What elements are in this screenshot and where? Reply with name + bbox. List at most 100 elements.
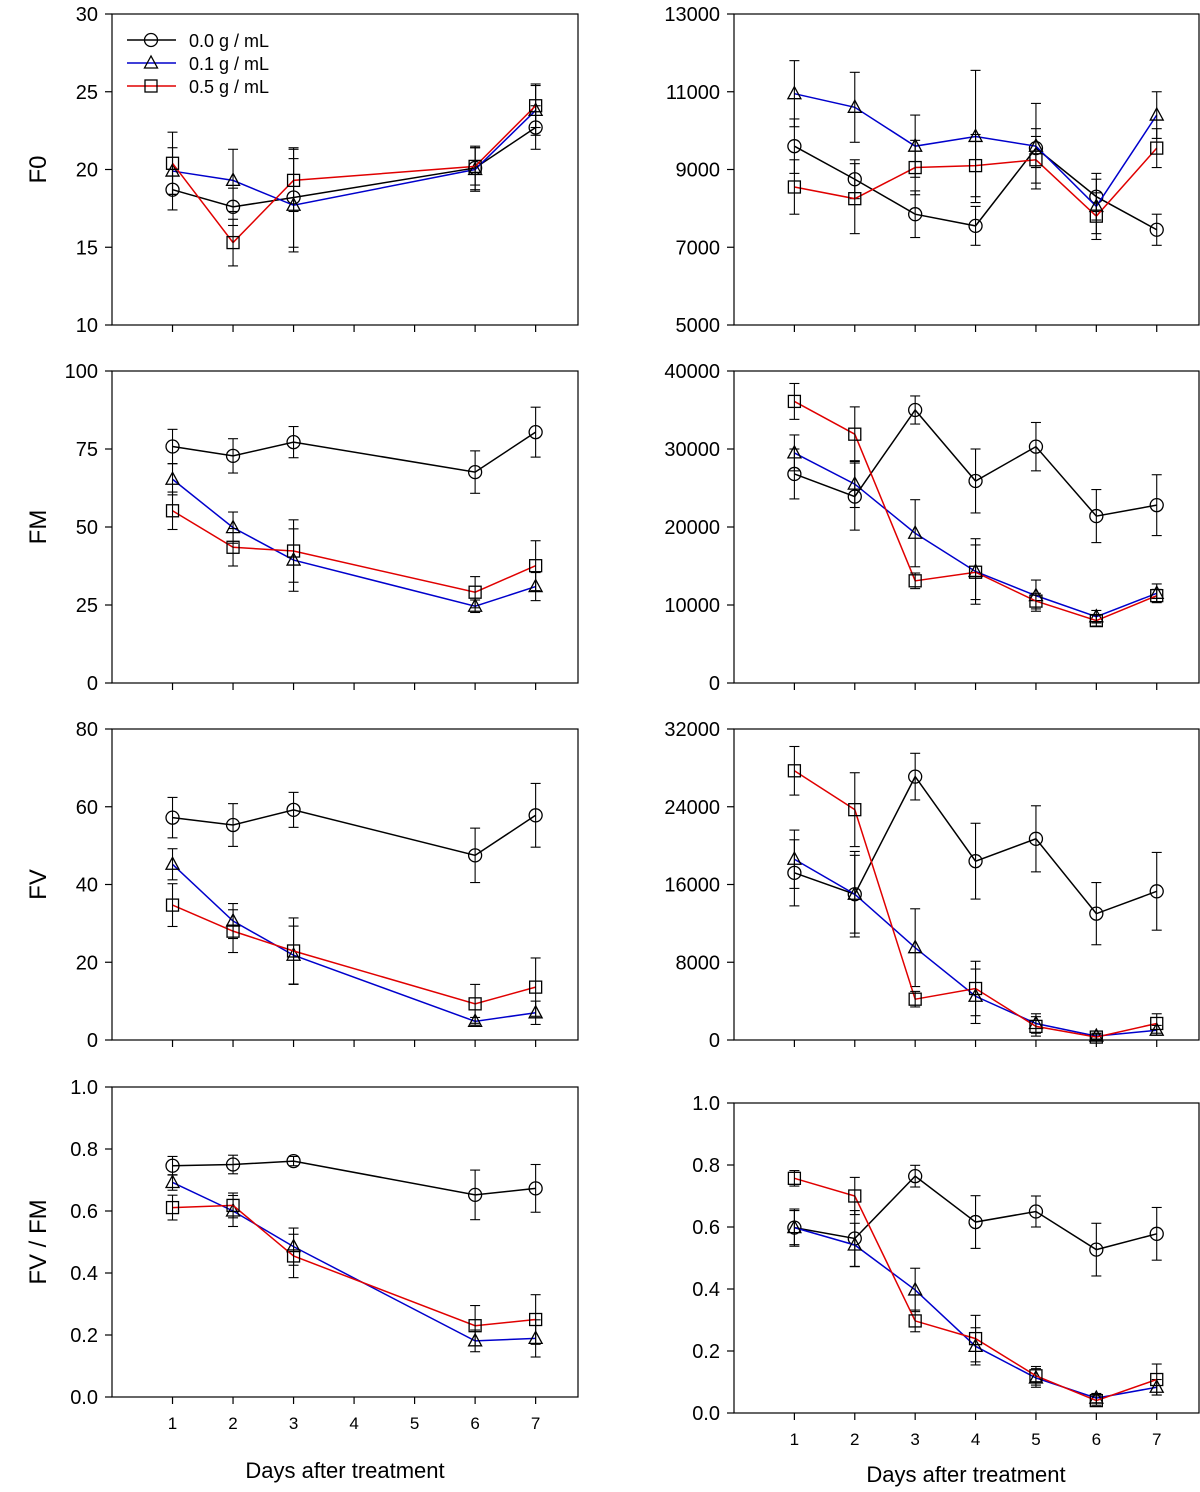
series-triangle: [164, 848, 544, 1027]
x-tick-label: 6: [1092, 1430, 1101, 1449]
data-point-circle: [225, 448, 241, 464]
panel-left-2: 0 25 50 75 100 FM: [25, 361, 579, 695]
data-point-square: [286, 173, 301, 188]
y-tick-label: 0.4: [692, 1279, 720, 1301]
data-point-square: [848, 192, 862, 206]
series-triangle: [164, 1174, 544, 1358]
data-point-square: [1150, 141, 1164, 155]
plot-frame: [111, 13, 579, 326]
data-point-triangle: [164, 1174, 181, 1189]
data-point-triangle: [847, 98, 863, 113]
panel-right-3: 0 8000 16000 24000 32000: [664, 719, 1200, 1052]
data-point-square: [908, 1314, 922, 1328]
y-tick-label: 20: [76, 160, 98, 182]
data-point-square: [528, 980, 543, 994]
data-point-circle: [908, 769, 923, 784]
data-point-circle: [467, 1187, 483, 1203]
data-point-square: [848, 427, 862, 441]
data-point-circle: [528, 808, 543, 823]
data-point-triangle: [164, 470, 181, 485]
data-point-triangle: [907, 524, 923, 539]
series-line: [172, 809, 537, 857]
data-point-square: [1029, 1019, 1043, 1034]
data-point-square: [787, 394, 802, 409]
data-point-square: [468, 159, 482, 174]
series-circle: [165, 782, 543, 884]
x-tick-label: 5: [410, 1414, 419, 1433]
data-point-square: [848, 1189, 862, 1203]
y-tick-label: 9000: [676, 160, 721, 182]
series-circle: [165, 105, 543, 248]
x-tick-label: 3: [289, 1414, 298, 1433]
data-point-circle: [165, 810, 180, 825]
y-tick-label: 15: [76, 237, 98, 259]
y-tick-label: 0.8: [692, 1155, 720, 1177]
y-tick-label: 80: [76, 719, 98, 741]
y-tick-label: 0.8: [70, 1139, 98, 1161]
y-tick-label: 1.0: [692, 1093, 720, 1115]
y-tick-label: 40000: [664, 361, 720, 383]
data-point-triangle: [786, 1219, 802, 1234]
legend-label: 0.1 g / mL: [189, 54, 269, 74]
series-square: [165, 83, 543, 267]
data-point-square: [528, 1312, 543, 1327]
data-point-square: [908, 992, 922, 1006]
data-point-square: [908, 160, 922, 175]
data-point-triangle: [1088, 1027, 1104, 1042]
y-tick-label: 0: [709, 1030, 720, 1052]
data-point-square: [968, 1331, 983, 1346]
data-point-square: [226, 540, 240, 554]
panel-right-4: 0.0 0.2 0.4 0.6 0.8 1.0 1 2 3 4 5 6 7: [692, 1093, 1200, 1449]
x-tick-label: 3: [910, 1430, 919, 1449]
data-point-square: [528, 99, 543, 113]
x-axis-title-left: Days after treatment: [245, 1458, 444, 1483]
y-tick-label: 13000: [664, 4, 720, 26]
data-point-triangle: [847, 885, 863, 900]
plot-frame: [111, 728, 579, 1041]
plot-frame: [733, 728, 1200, 1041]
data-point-circle: [908, 1169, 923, 1184]
data-point-triangle: [528, 578, 544, 593]
data-point-square: [1089, 209, 1103, 223]
x-axis-title-right: Days after treatment: [866, 1462, 1065, 1487]
y-tick-label: 20: [76, 952, 98, 974]
data-point-square: [1150, 1372, 1164, 1387]
data-point-circle: [467, 464, 483, 480]
series-square: [165, 1192, 543, 1347]
data-point-square: [1029, 153, 1043, 167]
y-tick-label: 30: [76, 4, 98, 26]
y-tick-label: 32000: [664, 719, 720, 741]
data-point-circle: [908, 402, 923, 418]
y-tick-label: 11000: [666, 82, 720, 104]
data-point-circle: [225, 1157, 241, 1172]
y-tick-label: 25: [76, 595, 98, 617]
y-axis-label: F0: [25, 155, 52, 183]
data-point-triangle: [786, 85, 802, 100]
plot-frame: [733, 370, 1200, 684]
data-point-circle: [1089, 906, 1104, 921]
plot-frame: [733, 1102, 1200, 1414]
data-point-circle: [1149, 222, 1164, 237]
data-point-circle: [1028, 831, 1044, 846]
x-tick-label: 7: [1152, 1430, 1161, 1449]
x-tick-label: 6: [470, 1414, 479, 1433]
series-circle: [787, 1164, 1164, 1277]
y-tick-label: 40: [76, 875, 98, 897]
legend-marker-circle: [143, 32, 159, 48]
data-point-square: [468, 997, 482, 1011]
panel-left-1: 10 15 20 25 30 F0: [25, 4, 579, 337]
x-tick-label: 2: [228, 1414, 237, 1433]
series-circle: [165, 1153, 543, 1221]
y-tick-label: 0: [709, 673, 720, 695]
data-point-square: [1029, 1369, 1043, 1383]
data-point-square: [848, 803, 862, 817]
y-tick-label: 5000: [676, 315, 721, 337]
y-tick-label: 60: [76, 797, 98, 819]
data-point-circle: [528, 1181, 543, 1196]
data-point-circle: [1028, 1204, 1044, 1219]
data-point-square: [226, 924, 240, 938]
data-point-square: [226, 1198, 240, 1213]
data-point-square: [165, 898, 180, 912]
legend-marker-square: [144, 79, 158, 93]
